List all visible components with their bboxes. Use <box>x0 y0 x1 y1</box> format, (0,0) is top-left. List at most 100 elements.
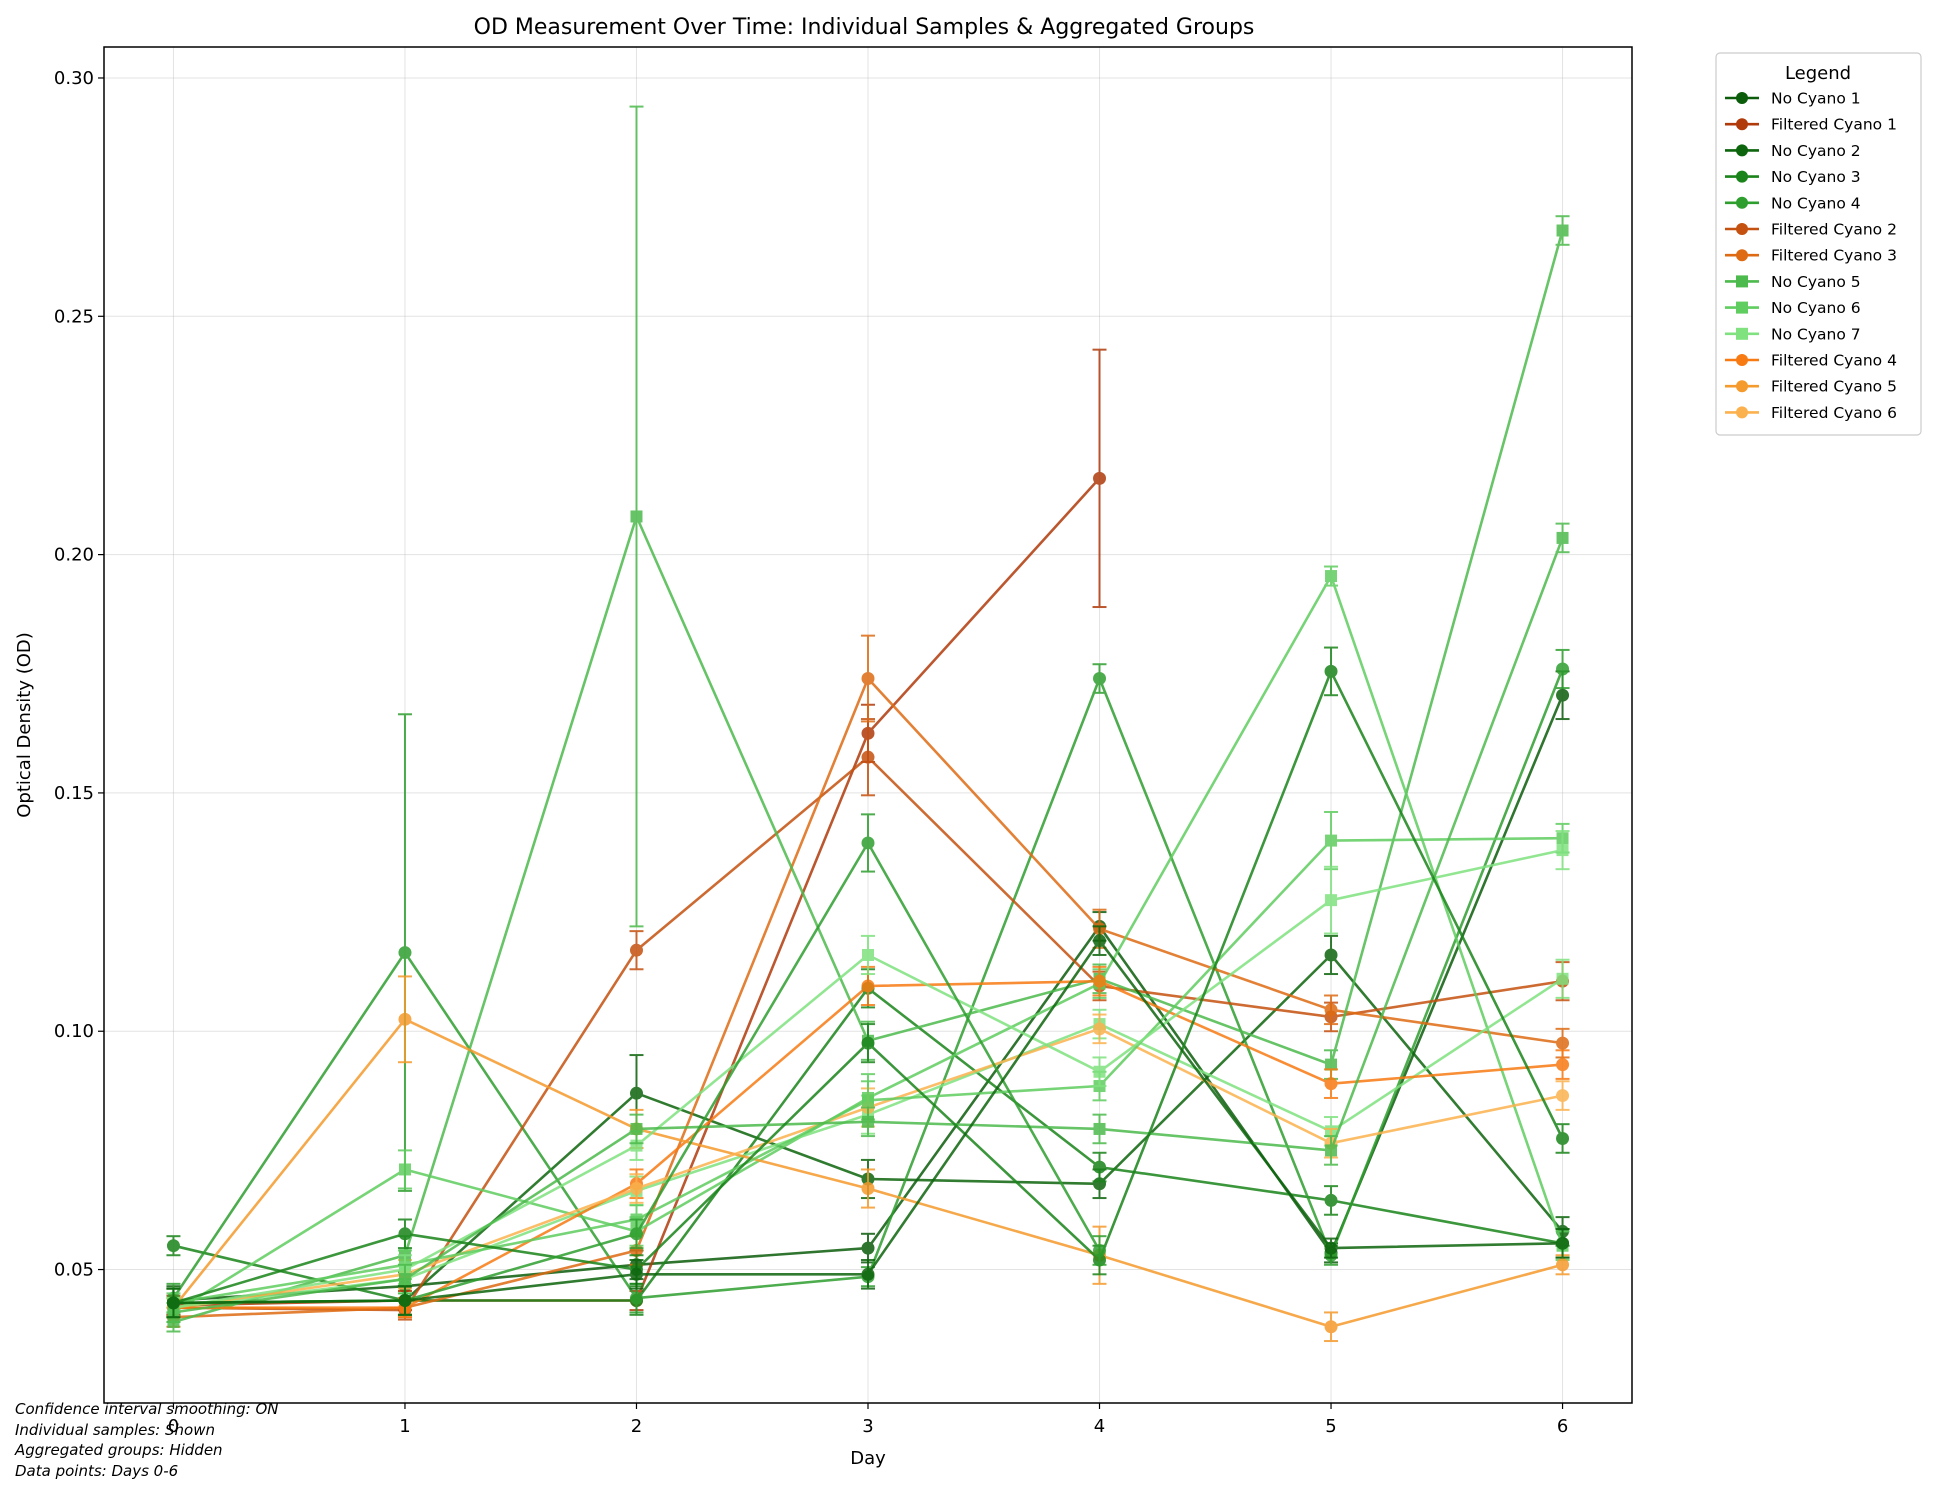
data-point <box>166 1296 180 1310</box>
legend-title: Legend <box>1785 63 1851 84</box>
legend-item: Filtered Cyano 2 <box>1725 221 1897 239</box>
data-point <box>1093 471 1107 485</box>
data-point <box>629 943 643 957</box>
data-point <box>1556 1258 1570 1272</box>
legend-swatch-marker <box>1736 223 1748 235</box>
note-individual-samples: Individual samples: Shown <box>15 1420 215 1439</box>
legend-label: No Cyano 7 <box>1771 325 1861 343</box>
legend-label: Filtered Cyano 1 <box>1771 116 1897 134</box>
data-point <box>166 1239 180 1253</box>
data-point <box>1556 1131 1570 1145</box>
x-tick-label: 1 <box>399 1416 410 1437</box>
legend-swatch-marker <box>1736 406 1748 419</box>
data-point <box>1324 664 1338 678</box>
x-tick-label: 2 <box>631 1416 642 1437</box>
data-point <box>1556 224 1569 237</box>
legend-swatch-marker <box>1736 144 1748 157</box>
legend-label: Filtered Cyano 5 <box>1771 378 1897 396</box>
legend-item: No Cyano 7 <box>1725 325 1861 343</box>
data-point <box>1093 1065 1106 1078</box>
legend-swatch-marker <box>1736 275 1748 288</box>
legend-items: No Cyano 1 Filtered Cyano 1 No Cyano 2 No C… <box>1725 90 1897 422</box>
x-tick-label: 4 <box>1094 1416 1105 1437</box>
legend-label: Filtered Cyano 2 <box>1771 221 1897 239</box>
note-aggregated-groups: Aggregated groups: Hidden <box>15 1441 223 1459</box>
data-point <box>1556 662 1570 676</box>
data-point <box>862 948 874 961</box>
data-point <box>629 1086 643 1100</box>
legend-item: Filtered Cyano 6 <box>1725 404 1897 422</box>
data-point <box>861 836 875 850</box>
data-point <box>1556 972 1569 985</box>
note-data-points: Data points: Days 0-6 <box>15 1461 179 1480</box>
x-axis: 0 1 2 3 4 5 6 <box>168 1403 1568 1437</box>
legend-item: Filtered Cyano 1 <box>1725 116 1897 134</box>
data-point <box>1325 894 1338 907</box>
series-layer <box>166 105 1570 1343</box>
data-point <box>1093 1160 1107 1174</box>
data-point <box>629 1227 643 1241</box>
data-point <box>862 1115 874 1128</box>
y-tick-label: 0.05 <box>54 1260 94 1281</box>
data-point <box>861 979 875 993</box>
legend-item: Filtered Cyano 5 <box>1725 378 1897 396</box>
legend-swatch-marker <box>1736 327 1748 340</box>
data-point <box>1325 1058 1338 1071</box>
data-point <box>1093 1022 1107 1036</box>
data-point <box>629 1291 643 1305</box>
legend-item: No Cyano 6 <box>1725 299 1861 317</box>
data-point <box>629 1182 643 1196</box>
data-point <box>861 1036 875 1050</box>
data-point <box>1093 974 1107 988</box>
data-point <box>1556 1036 1570 1050</box>
series-15 <box>166 522 1570 1323</box>
data-point <box>1325 1144 1338 1157</box>
legend-swatch-marker <box>1736 118 1748 131</box>
legend-box <box>1715 52 1922 436</box>
legend-swatch-marker <box>1736 170 1748 183</box>
legend-item: No Cyano 5 <box>1725 273 1861 291</box>
y-tick-label: 0.15 <box>54 783 94 804</box>
y-tick-label: 0.25 <box>54 306 94 327</box>
data-point <box>398 946 412 960</box>
data-point <box>398 1012 412 1026</box>
legend-item: Filtered Cyano 4 <box>1725 352 1897 370</box>
data-point <box>1325 834 1338 847</box>
x-tick-label: 0 <box>168 1416 179 1437</box>
legend-swatch-marker <box>1736 301 1748 314</box>
y-tick-label: 0.20 <box>54 545 94 566</box>
data-point <box>1324 1320 1338 1334</box>
legend-label: Filtered Cyano 3 <box>1771 247 1897 265</box>
legend-item: No Cyano 2 <box>1725 142 1861 160</box>
x-tick-label: 5 <box>1325 1416 1336 1437</box>
x-tick-label: 3 <box>862 1416 873 1437</box>
data-point <box>1093 1122 1106 1135</box>
legend-item: Filtered Cyano 3 <box>1725 247 1897 265</box>
data-point <box>862 1094 874 1107</box>
legend-item: No Cyano 4 <box>1725 194 1861 212</box>
data-point <box>630 510 643 523</box>
data-point <box>1324 948 1338 962</box>
chart-notes: Confidence interval smoothing: ON Indivi… <box>15 1399 279 1481</box>
data-point <box>398 1227 412 1241</box>
data-point <box>1324 1077 1338 1091</box>
data-point <box>1556 531 1569 544</box>
note-ci-smoothing: Confidence interval smoothing: ON <box>15 1400 279 1418</box>
data-point <box>861 672 875 686</box>
legend-swatch-marker <box>1736 380 1748 393</box>
y-tick-label: 0.10 <box>54 1021 94 1042</box>
data-point <box>630 1122 643 1135</box>
legend-swatch-marker <box>1736 354 1748 366</box>
x-tick-label: 6 <box>1557 1416 1568 1437</box>
series-18 <box>166 925 1570 1319</box>
data-point <box>398 1273 411 1286</box>
data-point <box>1556 1089 1570 1103</box>
data-point <box>1093 1243 1107 1257</box>
legend-label: No Cyano 4 <box>1771 194 1861 212</box>
data-point <box>398 1294 412 1308</box>
legend-label: Filtered Cyano 4 <box>1771 352 1897 370</box>
legend-swatch-marker <box>1736 249 1748 262</box>
legend-item: No Cyano 3 <box>1725 168 1861 186</box>
